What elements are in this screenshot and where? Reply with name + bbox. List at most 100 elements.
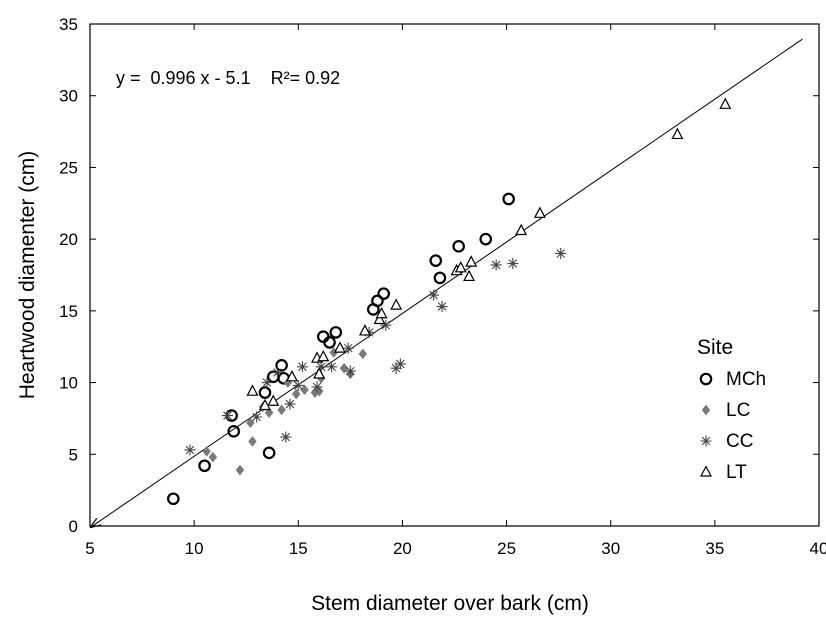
point-lc xyxy=(235,464,245,476)
point-cc xyxy=(394,358,406,370)
point-lt xyxy=(454,261,467,273)
point-cc xyxy=(271,367,283,379)
y-tick-label: 0 xyxy=(69,517,78,536)
point-cc xyxy=(251,411,263,423)
point-mch xyxy=(502,192,515,206)
point-lt xyxy=(333,341,346,353)
point-cc xyxy=(221,410,233,422)
legend-marker-lc xyxy=(701,404,711,416)
point-lc xyxy=(339,362,349,374)
legend-item-lt: LT xyxy=(700,462,747,483)
point-cc xyxy=(326,361,338,373)
point-lt xyxy=(465,255,478,267)
y-tick-label: 5 xyxy=(69,445,78,464)
equation-annotation: y = 0.996 x - 5.1 R²= 0.92 xyxy=(116,68,340,88)
point-cc xyxy=(296,361,308,373)
x-tick-label: 5 xyxy=(85,539,94,558)
legend-marker-cc xyxy=(700,435,712,447)
point-lt xyxy=(246,384,259,396)
point-cc xyxy=(507,258,519,270)
data-points xyxy=(167,97,732,506)
point-mch xyxy=(262,446,276,460)
y-tick-label: 30 xyxy=(59,87,78,106)
x-tick-label: 30 xyxy=(601,539,620,558)
y-tick-label: 35 xyxy=(59,15,78,34)
point-lt xyxy=(313,367,326,379)
point-lc xyxy=(248,435,257,447)
point-lt xyxy=(286,370,299,382)
legend-label-lt: LT xyxy=(726,462,747,483)
point-mch xyxy=(377,287,390,300)
legend-label-lc: LC xyxy=(726,400,750,421)
point-cc xyxy=(555,247,567,259)
point-lt xyxy=(463,269,476,282)
point-mch xyxy=(275,359,288,372)
x-tick-label: 10 xyxy=(185,539,204,558)
legend: Site MCh LC CC LT xyxy=(697,336,766,483)
point-mch xyxy=(429,254,443,267)
point-lt xyxy=(375,306,388,319)
legend-title: Site xyxy=(697,336,733,359)
point-cc xyxy=(390,362,402,374)
series-mch xyxy=(167,192,515,506)
point-lt xyxy=(258,398,271,411)
point-mch xyxy=(323,336,336,349)
x-tick-label: 20 xyxy=(393,539,412,558)
point-cc xyxy=(342,342,354,354)
point-cc xyxy=(428,289,440,301)
point-cc xyxy=(311,381,323,393)
legend-items: MCh LC CC LT xyxy=(699,369,766,483)
plot-frame xyxy=(89,23,820,527)
series-lt xyxy=(246,97,732,411)
x-axis-title: Stem diameter over bark (cm) xyxy=(311,592,589,615)
point-mch xyxy=(258,386,272,399)
point-lt xyxy=(533,206,546,218)
point-mch xyxy=(329,326,343,339)
point-cc xyxy=(184,444,196,456)
point-lc xyxy=(300,384,309,396)
regression-line xyxy=(89,38,803,529)
point-lc xyxy=(358,348,368,360)
point-lc xyxy=(208,451,218,463)
point-mch xyxy=(452,240,465,253)
point-lt xyxy=(267,394,280,406)
series-cc xyxy=(184,247,567,456)
point-lt xyxy=(390,298,403,310)
point-lt xyxy=(358,324,371,336)
point-lc xyxy=(264,407,274,419)
point-lt xyxy=(373,312,386,325)
legend-marker-mch xyxy=(699,372,713,386)
legend-label-cc: CC xyxy=(726,431,753,452)
point-lt xyxy=(317,349,330,362)
point-cc xyxy=(261,377,273,389)
point-lc xyxy=(277,404,286,416)
x-tick-label: 35 xyxy=(705,539,724,558)
x-tick-label: 15 xyxy=(289,539,308,558)
point-lc xyxy=(202,446,211,457)
point-lt xyxy=(515,223,528,236)
fit-line-group xyxy=(89,38,803,529)
legend-item-lc: LC xyxy=(701,400,750,421)
point-mch xyxy=(227,425,241,438)
point-cc xyxy=(284,398,296,410)
point-cc xyxy=(490,259,502,271)
y-axis-title: Heartwood diamenter (cm) xyxy=(16,151,39,400)
point-cc xyxy=(315,361,327,373)
point-lt xyxy=(719,97,732,109)
y-tick-label: 25 xyxy=(59,158,78,177)
point-cc xyxy=(436,301,448,313)
legend-item-mch: MCh xyxy=(699,369,766,390)
regression-arrowhead xyxy=(89,517,102,529)
point-mch xyxy=(433,271,447,285)
point-mch xyxy=(167,492,180,506)
point-mch xyxy=(371,294,384,308)
point-mch xyxy=(479,232,493,246)
y-tick-label: 15 xyxy=(59,302,78,321)
point-mch xyxy=(198,459,211,473)
point-lt xyxy=(671,127,684,140)
point-cc xyxy=(380,319,392,331)
legend-marker-lt xyxy=(700,465,712,477)
y-tick-label: 20 xyxy=(59,230,78,249)
legend-label-mch: MCh xyxy=(726,369,766,390)
